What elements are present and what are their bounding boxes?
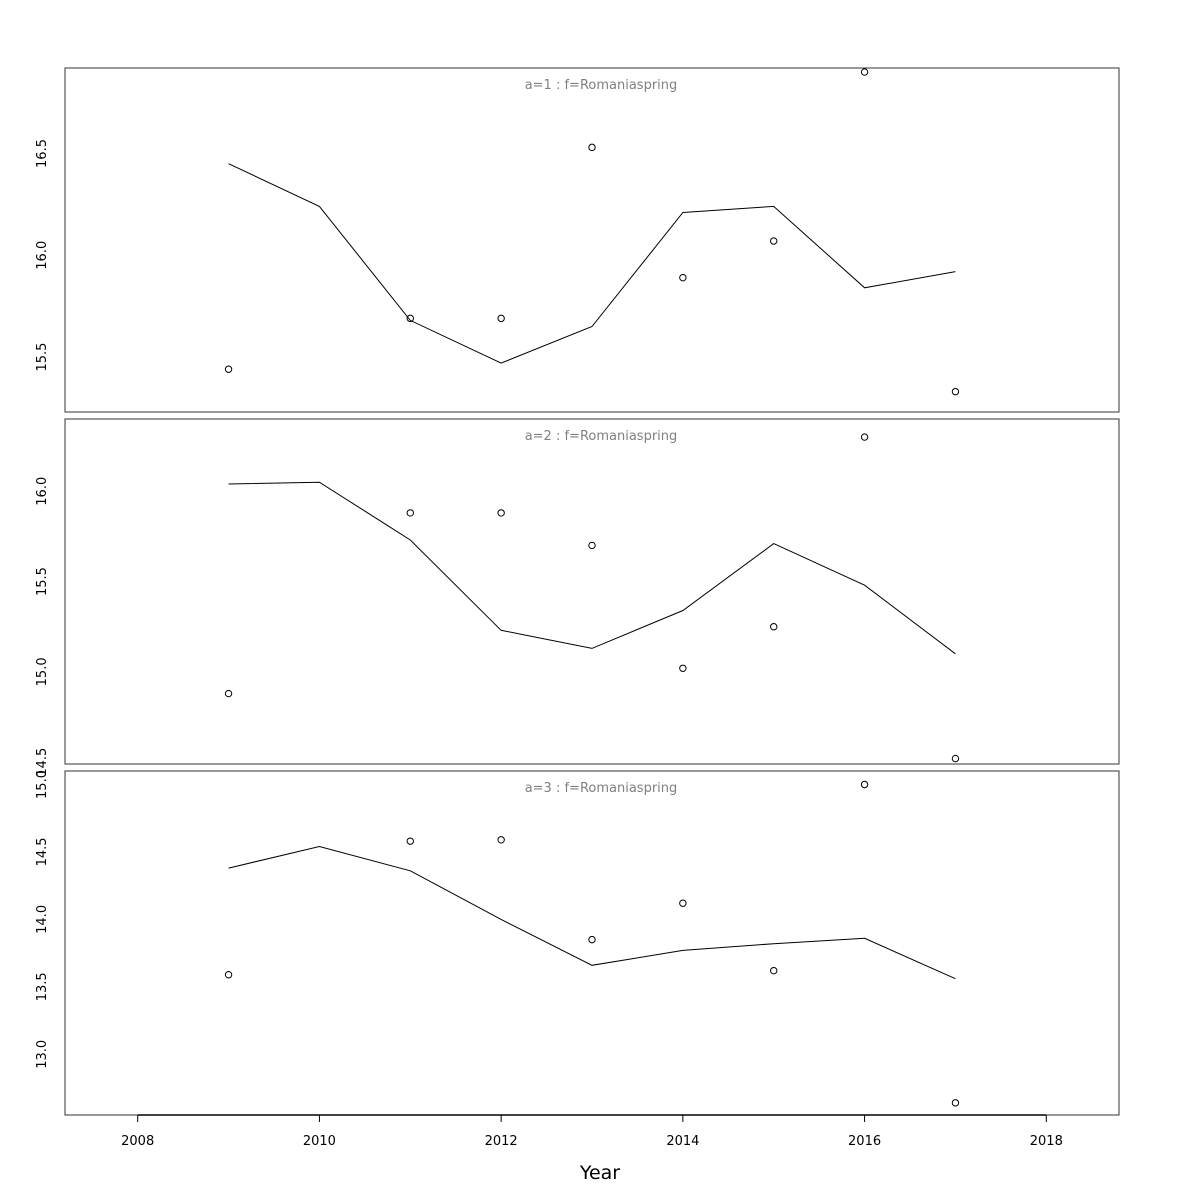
observed-point bbox=[588, 541, 596, 550]
observed-point bbox=[951, 387, 960, 396]
observed-point bbox=[224, 971, 233, 979]
observed-point bbox=[770, 623, 778, 631]
x-axis: 2008 2010 2012 2014 2016 2018 bbox=[121, 1114, 1063, 1149]
y-tick-label: 14.0 bbox=[35, 905, 50, 934]
y-tick-label: 14.5 bbox=[35, 837, 50, 866]
observed-point bbox=[406, 314, 414, 323]
x-tick-label: 2012 bbox=[485, 1134, 518, 1149]
observed-point bbox=[770, 237, 778, 245]
y-tick-label: 16.0 bbox=[35, 477, 50, 506]
y-tick-label: 16.5 bbox=[35, 139, 50, 168]
panels: a=1 : f=Romaniaspring 15.5 16.0 16.5 a=2 : f… bbox=[35, 67, 1120, 1116]
observed-point bbox=[679, 273, 687, 282]
observed-point bbox=[588, 935, 596, 944]
x-tick-label: 2014 bbox=[666, 1134, 699, 1149]
panel-3: a=3 : f=Romaniaspring 13.0 13.5 14.0 14.5 15.… bbox=[35, 770, 1120, 1116]
observed-point bbox=[588, 143, 596, 152]
panel-frame bbox=[64, 67, 1120, 413]
panel-title: a=3 : f=Romaniaspring bbox=[525, 781, 678, 796]
x-tick-label: 2010 bbox=[303, 1134, 336, 1149]
observed-point bbox=[224, 365, 233, 373]
panel-title: a=2 : f=Romaniaspring bbox=[525, 429, 678, 444]
observed-point bbox=[679, 899, 687, 907]
observed-point bbox=[860, 780, 869, 789]
observed-point bbox=[406, 509, 414, 517]
panel-2: a=2 : f=Romaniaspring 14.5 15.0 15.5 16.0 bbox=[35, 418, 1120, 777]
y-tick-label: 15.0 bbox=[35, 770, 50, 799]
observed-point bbox=[406, 837, 414, 845]
panel-1: a=1 : f=Romaniaspring 15.5 16.0 16.5 bbox=[35, 67, 1120, 413]
observed-point bbox=[770, 966, 778, 975]
fitted-line bbox=[228, 481, 956, 655]
y-tick-label: 15.5 bbox=[35, 567, 50, 596]
observed-point bbox=[497, 836, 505, 844]
panel-title: a=1 : f=Romaniaspring bbox=[525, 78, 678, 93]
y-tick-label: 15.0 bbox=[35, 657, 50, 686]
observed-point bbox=[497, 314, 505, 323]
y-tick-label: 13.5 bbox=[35, 972, 50, 1001]
x-tick-label: 2008 bbox=[121, 1134, 154, 1149]
observed-point bbox=[951, 754, 960, 763]
y-tick-label: 14.5 bbox=[35, 748, 50, 777]
fitted-line bbox=[228, 163, 956, 364]
y-tick-label: 16.0 bbox=[35, 241, 50, 270]
y-tick-label: 15.5 bbox=[35, 343, 50, 372]
x-axis-label: Year bbox=[579, 1162, 620, 1184]
observed-point bbox=[679, 664, 687, 672]
observed-point bbox=[860, 433, 869, 441]
y-tick-label: 13.0 bbox=[35, 1040, 50, 1069]
observed-point bbox=[497, 509, 505, 517]
fitted-line bbox=[228, 845, 956, 980]
x-tick-label: 2016 bbox=[848, 1134, 881, 1149]
panel-frame bbox=[64, 418, 1120, 765]
observed-point bbox=[951, 1099, 960, 1107]
x-tick-label: 2018 bbox=[1030, 1134, 1063, 1149]
observed-point bbox=[860, 68, 869, 76]
observed-point bbox=[224, 689, 233, 698]
